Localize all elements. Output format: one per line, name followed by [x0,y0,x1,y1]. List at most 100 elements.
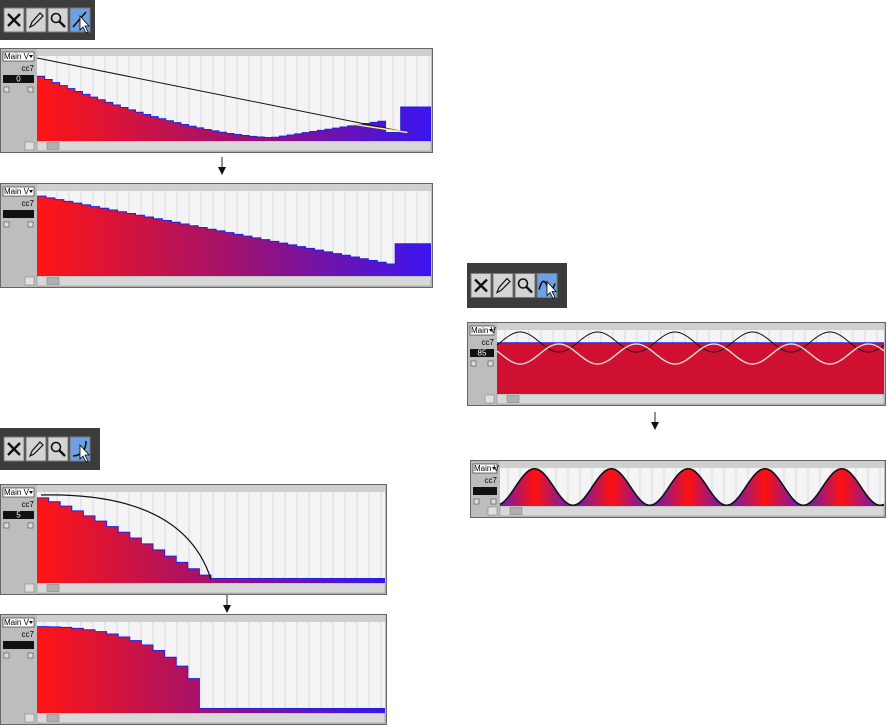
tool-button[interactable] [47,7,69,33]
controller-lane: Main V cc7 [0,183,433,288]
arrow-head [223,605,231,613]
collapse-button[interactable] [27,86,34,93]
lane-name: Main V [4,187,30,196]
lane-selector[interactable] [2,186,35,197]
value-box [473,487,497,495]
controller-value: 85 [478,349,487,358]
dropdown-arrow [29,491,33,494]
line-icon [72,11,87,28]
controller-name: cc7 [485,476,498,485]
controller-name: cc7 [22,64,35,73]
scroll-thumb[interactable] [506,395,520,403]
value-box [470,349,494,357]
scrollbar[interactable] [499,505,885,517]
scrollbar[interactable] [36,712,386,724]
expand-button[interactable] [3,522,10,529]
zoom-handle [525,285,533,294]
drawn-curve [40,494,212,580]
tool-button[interactable] [25,7,47,33]
drawn-line [36,57,408,133]
menu-button[interactable] [24,276,35,286]
cursor [79,443,90,463]
lane-name: Main V [4,618,30,627]
controller-events [500,468,884,506]
lane-selector[interactable] [2,51,35,62]
expand-button[interactable] [3,652,10,659]
lane-selector[interactable] [472,463,498,474]
scrollbar[interactable] [496,393,885,405]
event-outline [37,626,385,709]
erase-icon [7,13,21,27]
scroll-thumb[interactable] [46,714,60,722]
collapse-button[interactable] [487,360,494,367]
controller-events [37,626,385,713]
scroll-thumb[interactable] [46,277,60,285]
scrollbar[interactable] [36,275,432,287]
lane-selector[interactable] [2,617,35,628]
scroll-thumb[interactable] [46,584,60,592]
controller-name: cc7 [22,630,35,639]
expand-button[interactable] [3,86,10,93]
lane-name: Main V [471,326,497,335]
value-box [3,210,34,218]
tool-button[interactable] [25,436,47,462]
expand-button[interactable] [3,221,10,228]
controller-lane: Main V cc7 85 [467,322,886,406]
erase-icon [7,442,21,456]
lane-name: Main V [4,488,30,497]
value-box [3,75,34,83]
menu-button[interactable] [24,583,35,593]
cursor [546,280,557,300]
dropdown-arrow [29,190,33,193]
controller-name: cc7 [482,338,495,347]
lane-selector[interactable] [469,325,495,336]
tool-button[interactable] [492,273,514,298]
tool-button[interactable] [47,436,69,462]
pencil-icon [28,12,44,29]
menu-button[interactable] [487,506,498,516]
controller-value: 5 [16,511,21,520]
scroll-thumb[interactable] [46,142,60,150]
scroll-thumb[interactable] [509,507,523,515]
lane-name: Main V [4,52,30,61]
zoom-icon [50,441,62,453]
event-outline [499,467,885,507]
arrow-head [651,422,659,430]
expand-button[interactable] [470,360,477,367]
expand-button[interactable] [473,498,480,505]
ruler [37,615,385,622]
menu-button[interactable] [484,394,495,404]
ruler [37,184,431,191]
erase-icon [474,278,488,293]
zoom-icon [50,12,62,24]
lane-selector[interactable] [2,487,35,498]
ruler [37,49,431,56]
collapse-button[interactable] [27,652,34,659]
pencil-icon [28,441,44,458]
controller-events [37,76,431,141]
controller-events [497,342,884,394]
zoom-handle [58,449,66,457]
lane-name: Main V [474,464,500,473]
scrollbar[interactable] [36,140,432,152]
value-box [3,641,34,649]
event-outline [37,497,385,579]
cursor [79,14,90,34]
toolbar [0,428,100,470]
ruler [500,461,884,468]
menu-button[interactable] [24,141,35,151]
scrollbar[interactable] [36,582,386,594]
sine-curve [496,331,885,353]
menu-button[interactable] [24,713,35,723]
tool-button[interactable] [514,273,536,298]
dropdown-arrow [29,621,33,624]
event-outline [37,75,431,138]
event-outline [37,195,431,265]
collapse-button[interactable] [27,221,34,228]
collapse-button[interactable] [27,522,34,529]
collapse-button[interactable] [490,498,497,505]
dropdown-arrow [29,55,33,58]
